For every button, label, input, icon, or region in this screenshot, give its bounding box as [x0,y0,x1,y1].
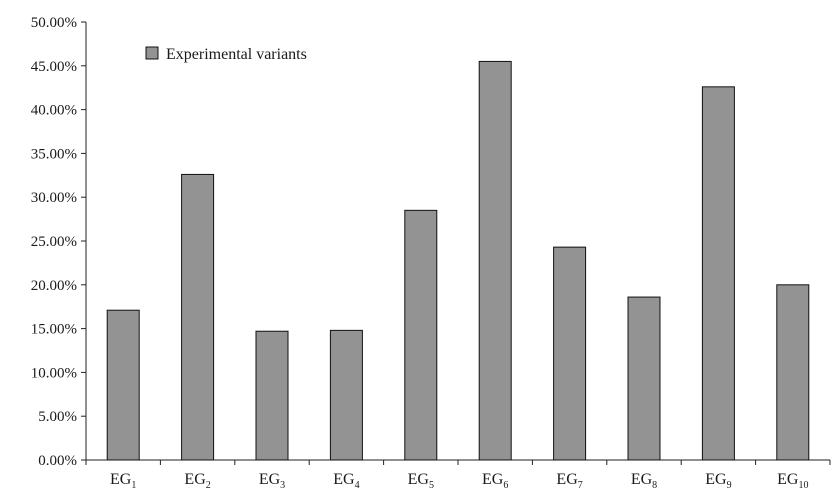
legend: Experimental variants [145,46,307,63]
x-tick-label-base: EG [556,471,578,488]
legend-label: Experimental variants [166,46,307,63]
x-tick-label-base: EG [777,471,799,488]
x-tick-label-subscript: 9 [727,480,732,491]
x-tick-label-base: EG [184,471,206,488]
x-tick-label-subscript: 1 [131,480,136,491]
x-tick-label-base: EG [482,471,504,488]
bar [776,284,810,461]
y-tick-label: 10.00% [31,365,77,381]
x-tick-label: EG6 [482,471,508,491]
y-axis: 0.00% 5.00% 10.00% 15.00% 20.00% 25.00% 30.00%… [31,15,87,469]
x-tick-label: EG8 [631,471,657,491]
y-tick-label: 0.00% [38,453,77,469]
bar [329,329,363,461]
x-tick-label-subscript: 8 [652,480,657,491]
bar [701,86,735,461]
x-tick-label-base: EG [259,471,281,488]
bar [106,309,140,461]
y-tick-label: 40.00% [31,103,77,119]
x-tick-label: EG7 [556,471,582,491]
x-tick-label-subscript: 10 [798,480,808,491]
y-tick-label: 45.00% [31,59,77,75]
bar [181,173,215,461]
x-tick-label-base: EG [110,471,132,488]
x-tick-label: EG1 [110,471,136,491]
x-tick-label-subscript: 2 [206,480,211,491]
y-tick-label: 50.00% [31,15,77,31]
x-tick-label: EG10 [777,471,808,491]
y-tick-label: 15.00% [31,322,77,338]
x-tick-label-subscript: 4 [355,480,360,491]
x-tick-label: EG3 [259,471,285,491]
y-tick-label: 25.00% [31,234,77,250]
x-tick-label-subscript: 5 [429,480,434,491]
bar [255,330,289,461]
bar [553,246,587,461]
y-tick-label: 20.00% [31,278,77,294]
x-tick-label-subscript: 3 [280,480,285,491]
x-tick-label-base: EG [631,471,653,488]
x-tick-label-base: EG [333,471,355,488]
x-tick-label: EG4 [333,471,359,491]
bar [404,209,438,461]
y-tick-label: 5.00% [38,409,77,425]
x-tick-label-subscript: 7 [578,480,583,491]
bar [478,60,512,461]
bar [627,296,661,461]
legend-swatch [145,46,159,60]
x-tick-label-base: EG [705,471,727,488]
x-tick-label-subscript: 6 [503,480,508,491]
x-tick-label: EG2 [184,471,210,491]
x-axis: EG1 EG2 EG3 EG4 EG5 EG6 EG7 EG8 EG9 EG10 [85,459,831,491]
x-tick-label-base: EG [408,471,430,488]
y-tick-label: 35.00% [31,146,77,162]
x-tick-label: EG5 [408,471,434,491]
bars [106,60,810,461]
x-tick-label: EG9 [705,471,731,491]
y-tick-label: 30.00% [31,190,77,206]
